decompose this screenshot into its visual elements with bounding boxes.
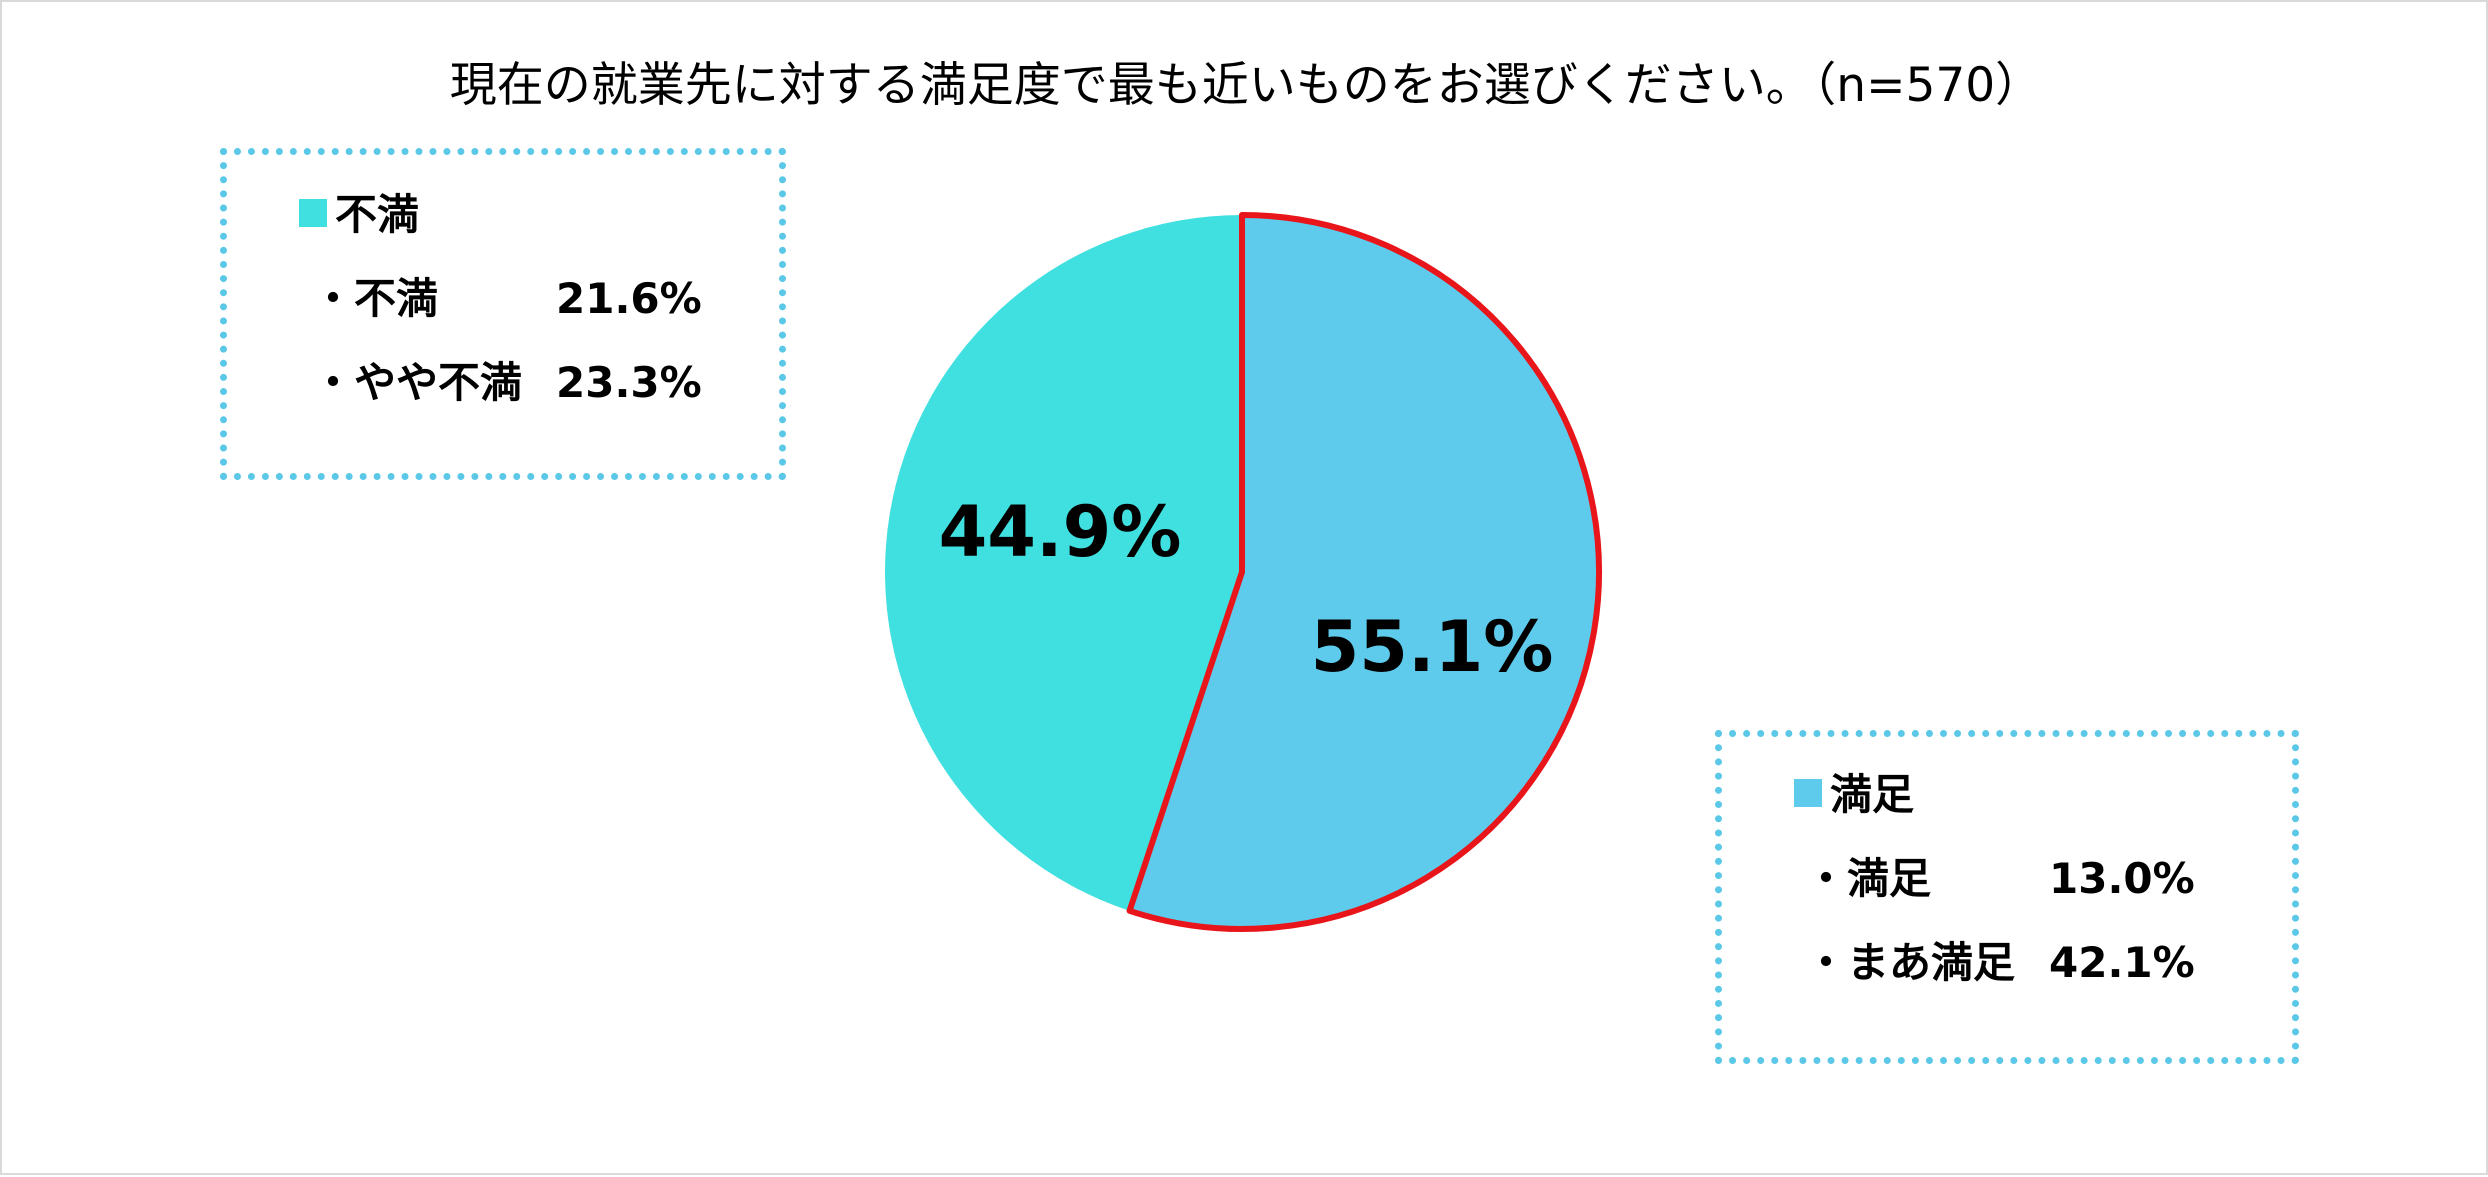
legend-row-label: ・不満 — [312, 274, 439, 323]
legend-row-value: 23.3% — [556, 358, 702, 407]
pie-slice-dissatisfied — [884, 215, 1242, 911]
legend-dissatisfied-heading: 不満 — [299, 189, 419, 241]
chart-title: 現在の就業先に対する満足度で最も近いものをお選びください。（n=570） — [449, 58, 2043, 113]
legend-swatch-dissatisfied — [299, 199, 327, 227]
legend-row: ・不満 21.6% — [312, 273, 702, 325]
legend-row-label: ・やや不満 — [312, 358, 523, 407]
legend-row-label: ・満足 — [1805, 854, 1932, 903]
legend-swatch-satisfied — [1794, 779, 1822, 807]
pie-slice-labels: 55.1% 44.9% — [939, 491, 1554, 688]
legend-satisfied: 満足 ・満足 13.0% ・まあ満足 42.1% — [1715, 730, 2299, 1064]
pie-slices — [884, 212, 1602, 932]
legend-dissatisfied-heading-text: 不満 — [335, 190, 420, 239]
legend-satisfied-heading: 満足 — [1794, 769, 1914, 821]
legend-row: ・やや不満 23.3% — [312, 357, 702, 409]
legend-row: ・まあ満足 42.1% — [1805, 937, 2195, 989]
legend-row: ・満足 13.0% — [1805, 853, 2195, 905]
legend-row-label: ・まあ満足 — [1805, 938, 2016, 987]
pie-slice-label: 44.9% — [939, 491, 1182, 573]
legend-row-value: 42.1% — [2049, 938, 2195, 987]
pie-slice-label: 55.1% — [1311, 606, 1554, 688]
pie-slice-satisfied — [1126, 212, 1602, 932]
legend-row-value: 13.0% — [2049, 854, 2195, 903]
legend-row-value: 21.6% — [556, 274, 702, 323]
legend-satisfied-heading-text: 満足 — [1830, 770, 1915, 819]
legend-dissatisfied: 不満 ・不満 21.6% ・やや不満 23.3% — [220, 148, 786, 480]
